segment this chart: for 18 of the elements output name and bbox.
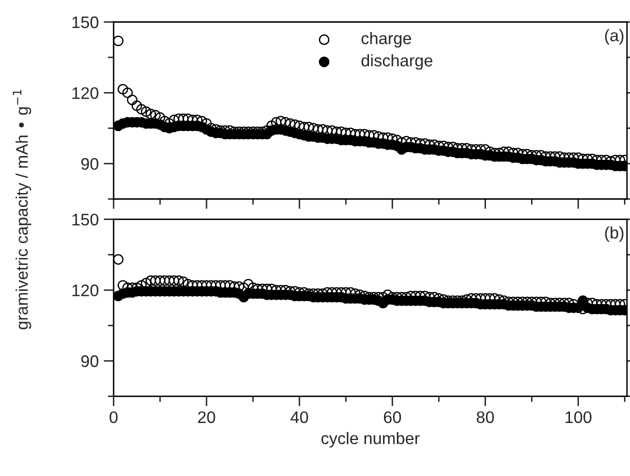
annotation: (a)	[605, 29, 624, 45]
legend-label: discharge	[362, 54, 432, 70]
y-tick-label: 150	[72, 16, 98, 28]
x-axis-title: cycle number	[321, 432, 420, 448]
x-tick-label: 40	[290, 411, 308, 424]
y-tick-label: 90	[81, 355, 98, 368]
y-tick-label: 90	[81, 158, 98, 170]
x-tick-label: 100	[566, 411, 592, 424]
annotation: (b)	[605, 226, 624, 242]
x-tick-label: 60	[384, 411, 401, 424]
y-tick-label: 120	[72, 87, 98, 100]
x-tick-label: 80	[476, 411, 494, 424]
x-tick-label: 20	[198, 411, 216, 424]
y-tick-label: 150	[72, 214, 98, 226]
legend-label: charge	[362, 32, 412, 48]
y-tick-label: 120	[72, 284, 98, 296]
y-axis-title: gramivetric capacity / mAh • g$^{−1}$	[12, 90, 32, 330]
x-tick-label: 0	[110, 411, 118, 424]
